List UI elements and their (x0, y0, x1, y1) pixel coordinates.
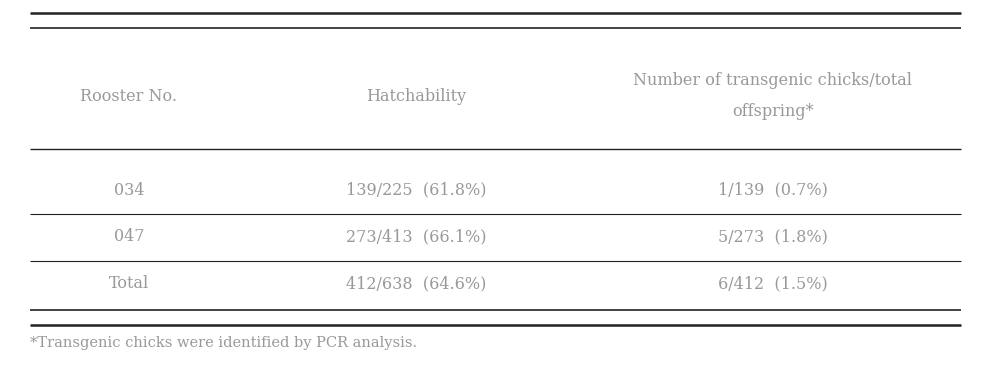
Text: Rooster No.: Rooster No. (80, 88, 177, 104)
Text: 5/273  (1.8%): 5/273 (1.8%) (718, 228, 827, 245)
Text: *Transgenic chicks were identified by PCR analysis.: *Transgenic chicks were identified by PC… (30, 336, 417, 350)
Text: 034: 034 (114, 182, 144, 199)
Text: Number of transgenic chicks/total: Number of transgenic chicks/total (633, 72, 913, 89)
Text: 139/225  (61.8%): 139/225 (61.8%) (346, 182, 487, 199)
Text: Total: Total (109, 275, 149, 292)
Text: 273/413  (66.1%): 273/413 (66.1%) (346, 228, 487, 245)
Text: 6/412  (1.5%): 6/412 (1.5%) (718, 275, 827, 292)
Text: Hatchability: Hatchability (366, 88, 467, 104)
Text: 047: 047 (114, 228, 144, 245)
Text: offspring*: offspring* (732, 103, 814, 120)
Text: 412/638  (64.6%): 412/638 (64.6%) (346, 275, 487, 292)
Text: 1/139  (0.7%): 1/139 (0.7%) (718, 182, 827, 199)
